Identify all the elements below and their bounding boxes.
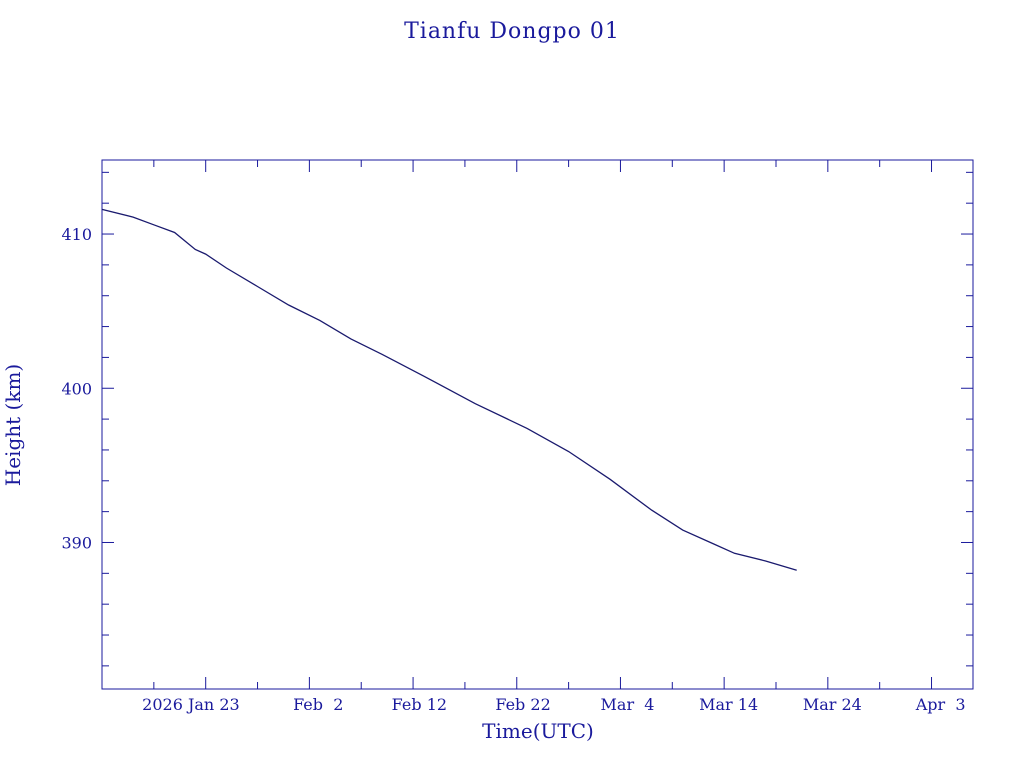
x-tick-label: Mar 14 (699, 695, 758, 714)
x-tick-label: Feb 22 (495, 695, 550, 714)
chart-title: Tianfu Dongpo 01 (404, 19, 620, 44)
y-tick-labels: 390 400 410 (61, 225, 92, 552)
y-tick-label: 400 (61, 379, 92, 398)
x-tick-labels: 2026 Jan 23 Feb 2 Feb 12 Feb 22 Mar 4 Mar 14 M… (142, 695, 965, 714)
y-axis-label: Height (km) (1, 364, 25, 486)
x-axis-label: Time(UTC) (482, 719, 594, 743)
plot-frame (101, 159, 974, 690)
x-tick-label: Mar 4 (601, 695, 655, 714)
x-tick-label: 2026 Jan 23 (142, 695, 240, 714)
y-tick-label: 390 (61, 533, 92, 552)
axis-ticks (102, 160, 973, 689)
y-tick-label: 410 (61, 225, 92, 244)
height-series-line (101, 208, 797, 571)
x-tick-label: Feb 12 (392, 695, 447, 714)
x-tick-label: Apr 3 (915, 695, 966, 714)
x-tick-label: Mar 24 (803, 695, 862, 714)
x-tick-label: Feb 2 (293, 695, 343, 714)
